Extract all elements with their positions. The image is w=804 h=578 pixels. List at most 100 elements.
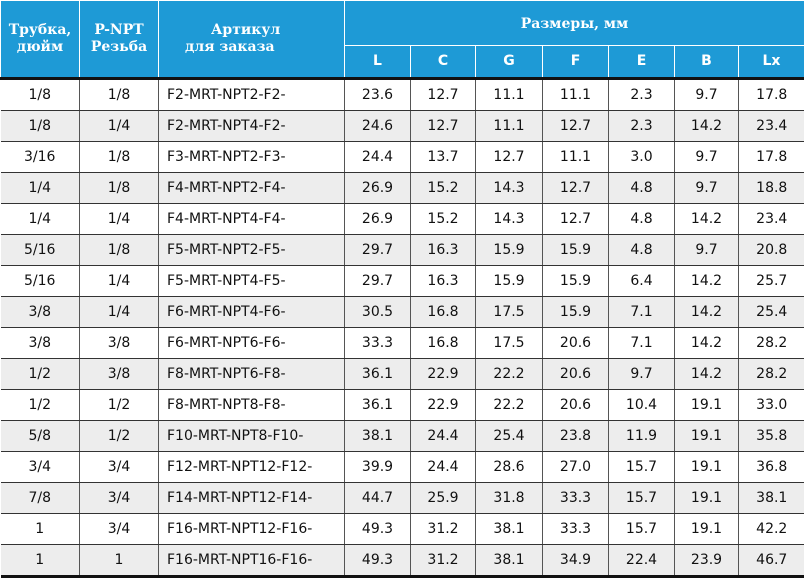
table-row: 1/2 3/8 F8-MRT-NPT6-F8- 36.1 22.9 22.2 20.6 9.7… bbox=[0, 358, 804, 390]
cell-thread-size: 1 bbox=[79, 544, 159, 578]
header-dim-e: E bbox=[608, 45, 675, 79]
cell-dim-b: 14.2 bbox=[674, 110, 739, 142]
cell-dim-e: 4.8 bbox=[608, 234, 675, 266]
table-row: 1/8 1/8 F2-MRT-NPT2-F2- 23.6 12.7 11.1 11.1 2.3… bbox=[0, 77, 804, 111]
cell-dim-lx: 46.7 bbox=[738, 544, 804, 578]
cell-dim-e: 10.4 bbox=[608, 389, 675, 421]
cell-article: F10-MRT-NPT8-F10- bbox=[158, 420, 345, 452]
cell-dim-c: 22.9 bbox=[410, 389, 476, 421]
cell-dim-g: 12.7 bbox=[475, 141, 543, 173]
cell-dim-b: 9.7 bbox=[674, 77, 739, 111]
cell-dim-e: 22.4 bbox=[608, 544, 675, 578]
header-tube: Трубка, дюйм bbox=[0, 0, 80, 79]
cell-tube-size: 3/16 bbox=[0, 141, 80, 173]
cell-dim-b: 19.1 bbox=[674, 420, 739, 452]
cell-article: F5-MRT-NPT4-F5- bbox=[158, 265, 345, 297]
header-article-line1: Артикул bbox=[211, 22, 281, 38]
cell-dim-c: 12.7 bbox=[410, 110, 476, 142]
cell-tube-size: 1 bbox=[0, 513, 80, 545]
cell-dim-l: 36.1 bbox=[344, 358, 411, 390]
cell-dim-f: 23.8 bbox=[542, 420, 609, 452]
cell-dim-g: 11.1 bbox=[475, 110, 543, 142]
cell-thread-size: 3/4 bbox=[79, 451, 159, 483]
cell-dim-c: 24.4 bbox=[410, 451, 476, 483]
cell-dim-lx: 35.8 bbox=[738, 420, 804, 452]
cell-dim-f: 27.0 bbox=[542, 451, 609, 483]
table-row: 1/4 1/4 F4-MRT-NPT4-F4- 26.9 15.2 14.3 12.7 4.8… bbox=[0, 203, 804, 235]
cell-dim-b: 19.1 bbox=[674, 482, 739, 514]
cell-dim-c: 16.3 bbox=[410, 265, 476, 297]
cell-dim-e: 15.7 bbox=[608, 513, 675, 545]
header-article-line2: для заказа bbox=[185, 39, 275, 55]
cell-dim-e: 2.3 bbox=[608, 77, 675, 111]
table-body: 1/8 1/8 F2-MRT-NPT2-F2- 23.6 12.7 11.1 11.1 2.3… bbox=[0, 77, 804, 578]
cell-dim-c: 22.9 bbox=[410, 358, 476, 390]
cell-dim-g: 31.8 bbox=[475, 482, 543, 514]
cell-tube-size: 5/8 bbox=[0, 420, 80, 452]
cell-dim-e: 4.8 bbox=[608, 203, 675, 235]
cell-dim-l: 36.1 bbox=[344, 389, 411, 421]
cell-dim-c: 13.7 bbox=[410, 141, 476, 173]
cell-thread-size: 1/2 bbox=[79, 389, 159, 421]
cell-dim-lx: 38.1 bbox=[738, 482, 804, 514]
cell-dim-l: 30.5 bbox=[344, 296, 411, 328]
cell-dim-b: 9.7 bbox=[674, 172, 739, 204]
cell-dim-l: 23.6 bbox=[344, 77, 411, 111]
header-thread: P-NPT Резьба bbox=[79, 0, 159, 79]
cell-article: F8-MRT-NPT8-F8- bbox=[158, 389, 345, 421]
header-thread-line2: Резьба bbox=[90, 39, 148, 55]
cell-dim-lx: 25.7 bbox=[738, 265, 804, 297]
cell-dim-g: 15.9 bbox=[475, 234, 543, 266]
cell-dim-e: 6.4 bbox=[608, 265, 675, 297]
table-row: 1 1 F16-MRT-NPT16-F16- 49.3 31.2 38.1 34.9 22.4… bbox=[0, 544, 804, 578]
header-thread-line1: P-NPT bbox=[94, 22, 144, 38]
cell-dim-f: 12.7 bbox=[542, 203, 609, 235]
cell-tube-size: 3/8 bbox=[0, 327, 80, 359]
cell-dim-e: 7.1 bbox=[608, 296, 675, 328]
cell-dim-f: 20.6 bbox=[542, 327, 609, 359]
cell-dim-l: 26.9 bbox=[344, 203, 411, 235]
cell-dim-g: 38.1 bbox=[475, 513, 543, 545]
cell-dim-l: 49.3 bbox=[344, 544, 411, 578]
cell-dim-c: 31.2 bbox=[410, 544, 476, 578]
cell-article: F12-MRT-NPT12-F12- bbox=[158, 451, 345, 483]
cell-dim-c: 25.9 bbox=[410, 482, 476, 514]
cell-tube-size: 1 bbox=[0, 544, 80, 578]
cell-dim-b: 19.1 bbox=[674, 389, 739, 421]
cell-thread-size: 3/4 bbox=[79, 482, 159, 514]
cell-article: F3-MRT-NPT2-F3- bbox=[158, 141, 345, 173]
cell-dim-f: 20.6 bbox=[542, 389, 609, 421]
cell-dim-f: 20.6 bbox=[542, 358, 609, 390]
cell-dim-l: 24.6 bbox=[344, 110, 411, 142]
table-row: 5/16 1/8 F5-MRT-NPT2-F5- 29.7 16.3 15.9 15.9 4.… bbox=[0, 234, 804, 266]
table-row: 1/8 1/4 F2-MRT-NPT4-F2- 24.6 12.7 11.1 12.7 2.3… bbox=[0, 110, 804, 142]
cell-dim-l: 26.9 bbox=[344, 172, 411, 204]
cell-dim-g: 25.4 bbox=[475, 420, 543, 452]
cell-dim-f: 12.7 bbox=[542, 110, 609, 142]
header-dim-lx: Lx bbox=[738, 45, 804, 79]
table-row: 1/2 1/2 F8-MRT-NPT8-F8- 36.1 22.9 22.2 20.6 10.… bbox=[0, 389, 804, 421]
cell-dim-e: 2.3 bbox=[608, 110, 675, 142]
table-row: 5/8 1/2 F10-MRT-NPT8-F10- 38.1 24.4 25.4 23.8 1… bbox=[0, 420, 804, 452]
cell-dim-f: 33.3 bbox=[542, 513, 609, 545]
cell-dim-e: 9.7 bbox=[608, 358, 675, 390]
cell-dim-c: 24.4 bbox=[410, 420, 476, 452]
header-dimensions: Размеры, мм bbox=[344, 0, 804, 46]
cell-thread-size: 1/8 bbox=[79, 234, 159, 266]
table-header: Трубка, дюйм P-NPT Резьба Артикул для за… bbox=[0, 0, 804, 79]
header-dim-f: F bbox=[542, 45, 609, 79]
cell-dim-g: 14.3 bbox=[475, 203, 543, 235]
cell-dim-g: 11.1 bbox=[475, 77, 543, 111]
cell-article: F5-MRT-NPT2-F5- bbox=[158, 234, 345, 266]
cell-thread-size: 1/8 bbox=[79, 77, 159, 111]
cell-dim-lx: 36.8 bbox=[738, 451, 804, 483]
cell-dim-b: 14.2 bbox=[674, 296, 739, 328]
cell-dim-b: 9.7 bbox=[674, 141, 739, 173]
cell-dim-lx: 17.8 bbox=[738, 77, 804, 111]
table-row: 7/8 3/4 F14-MRT-NPT12-F14- 44.7 25.9 31.8 33.3… bbox=[0, 482, 804, 514]
cell-thread-size: 3/8 bbox=[79, 358, 159, 390]
cell-tube-size: 5/16 bbox=[0, 265, 80, 297]
cell-tube-size: 1/8 bbox=[0, 77, 80, 111]
cell-tube-size: 1/4 bbox=[0, 203, 80, 235]
